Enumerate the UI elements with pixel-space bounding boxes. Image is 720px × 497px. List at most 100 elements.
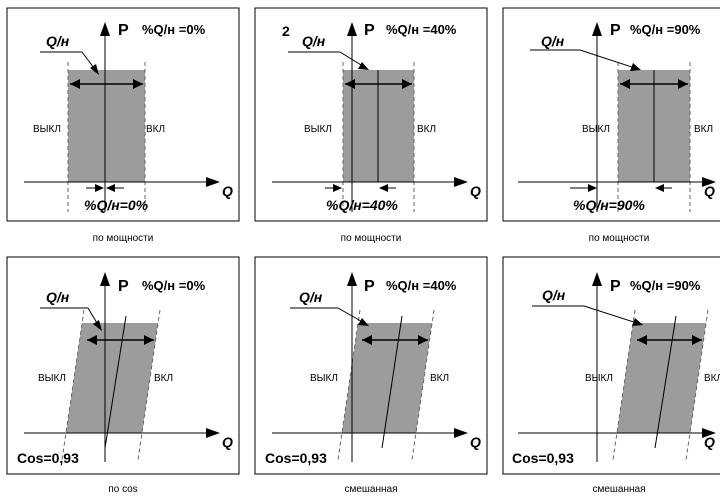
p-axis-label: P <box>118 22 129 39</box>
q-label: Q/н <box>541 33 565 49</box>
p-axis-arrow <box>100 272 110 286</box>
off-label: ВЫКЛ <box>310 373 338 384</box>
bottom-label: Cos=0,93 <box>512 450 574 466</box>
hysteresis-band <box>68 70 145 182</box>
q-axis-label: Q <box>704 183 715 199</box>
q-axis-arrow <box>702 428 716 438</box>
q-axis-label: Q <box>470 434 481 450</box>
p-axis-label: P <box>610 278 621 295</box>
off-label: ВЫКЛ <box>38 373 66 384</box>
hysteresis-band <box>617 323 706 433</box>
panel-power-40: 2 P %Q/н =40% Q/н ВЫКЛ ВКЛ Q %Q/н=40% по… <box>254 7 488 244</box>
band-edge-right <box>685 309 709 461</box>
caption: смешанная <box>344 484 397 495</box>
width-arrow-right <box>402 79 412 89</box>
caption: по cos <box>108 484 137 495</box>
p-axis-label: P <box>364 278 375 295</box>
q-pointer-head <box>632 318 643 326</box>
bottom-label: Cos=0,93 <box>17 450 79 466</box>
pct-label: %Q/н =90% <box>630 278 701 293</box>
pct-label: %Q/н =40% <box>386 22 457 37</box>
hysteresis-band <box>342 323 432 433</box>
panel-cos-0: P %Q/н =0% Q/н ВЫКЛ ВКЛ Q Cos=0,93 по co… <box>6 256 240 495</box>
panel-mixed-40: P %Q/н =40% Q/н ВЫКЛ ВКЛ Q Cos=0,93 смеш… <box>254 256 488 495</box>
hysteresis-band <box>66 323 158 433</box>
band-edge-right <box>411 309 435 461</box>
q-pointer-head <box>93 320 102 331</box>
q-axis-label: Q <box>470 183 481 199</box>
panel-power-0: P %Q/н =0% Q/н ВЫКЛ ВКЛ Q %Q/н=0% по мощ… <box>6 7 240 244</box>
q-axis-arrow <box>206 177 220 187</box>
q-axis-arrow <box>454 177 468 187</box>
caption: по мощности <box>341 233 402 244</box>
width-arrow-left <box>70 79 80 89</box>
on-label: ВКЛ <box>417 124 436 135</box>
offset-head-left <box>333 184 342 192</box>
width-arrow-left <box>345 79 355 89</box>
panel-mixed-90: P %Q/н =90% Q/н ВЫКЛ ВКЛ Q Cos=0,93 смеш… <box>502 256 720 495</box>
q-pointer-diag <box>583 305 641 325</box>
band-edge-right <box>137 309 161 461</box>
on-label: ВКЛ <box>704 373 720 384</box>
pct-label: %Q/н =0% <box>142 22 206 37</box>
q-pointer-head <box>358 318 369 326</box>
p-axis-arrow <box>100 22 110 36</box>
width-arrow-right <box>418 335 428 345</box>
offset-head-left <box>95 184 104 192</box>
off-label: ВЫКЛ <box>304 124 332 135</box>
width-arrow-right <box>144 335 154 345</box>
p-axis-label: P <box>610 22 621 39</box>
on-label: ВКЛ <box>694 124 713 135</box>
off-label: ВЫКЛ <box>585 373 613 384</box>
q-pointer-head <box>90 64 99 75</box>
q-label: Q/н <box>542 287 566 303</box>
p-axis-label: P <box>118 278 129 295</box>
p-axis-arrow <box>347 22 357 36</box>
offset-head-right <box>655 184 664 192</box>
p-axis-arrow <box>347 272 357 286</box>
off-label: ВЫКЛ <box>582 124 610 135</box>
p-axis-arrow <box>592 272 602 286</box>
width-arrow-right <box>133 79 143 89</box>
panel-power-90: P %Q/н =90% Q/н ВЫКЛ ВКЛ Q %Q/н=90% по м… <box>502 7 720 244</box>
pct-label: %Q/н =90% <box>630 22 701 37</box>
q-label: Q/н <box>299 289 323 305</box>
offset-head-right <box>379 184 388 192</box>
bottom-label: %Q/н=90% <box>573 197 645 213</box>
offset-head-left <box>588 184 597 192</box>
q-axis-label: Q <box>222 183 233 199</box>
q-axis-label: Q <box>222 434 233 450</box>
bottom-label: %Q/н=0% <box>84 197 149 213</box>
cos-line <box>381 315 403 449</box>
width-arrow-right <box>678 79 688 89</box>
off-label: ВЫКЛ <box>33 124 61 135</box>
bottom-label: Cos=0,93 <box>265 450 327 466</box>
caption: смешанная <box>592 484 645 495</box>
width-arrow-left <box>637 335 647 345</box>
pct-label: %Q/н =0% <box>142 278 206 293</box>
caption: по мощности <box>93 233 154 244</box>
cos-line <box>654 315 677 449</box>
on-label: ВКЛ <box>146 124 165 135</box>
width-arrow-right <box>692 335 702 345</box>
q-label: Q/н <box>46 33 70 49</box>
q-axis-arrow <box>454 428 468 438</box>
bottom-label: %Q/н=40% <box>326 197 398 213</box>
band-edge-left <box>337 309 361 461</box>
band-edge-left <box>61 309 85 461</box>
q-axis-arrow <box>206 428 220 438</box>
q-label: Q/н <box>46 289 70 305</box>
band-edge-left <box>612 309 636 461</box>
offset-head-right <box>106 184 115 192</box>
q-label: Q/н <box>302 33 326 49</box>
q-axis-label: Q <box>704 434 715 450</box>
caption: по мощности <box>589 233 650 244</box>
q-pointer-head <box>358 62 369 70</box>
q-pointer-head <box>630 63 641 71</box>
p-axis-label: P <box>364 22 375 39</box>
width-arrow-left <box>362 335 372 345</box>
q-axis-arrow <box>702 177 716 187</box>
pct-label: %Q/н =40% <box>386 278 457 293</box>
width-arrow-left <box>620 79 630 89</box>
